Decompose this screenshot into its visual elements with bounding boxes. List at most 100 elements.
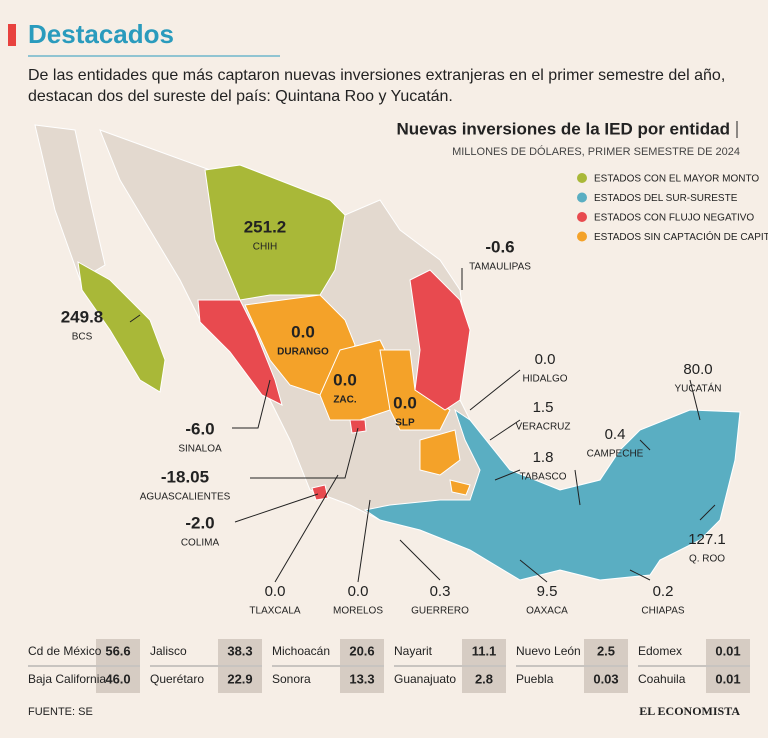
state-name: DURANGO <box>277 347 329 358</box>
table-value: 13.3 <box>349 671 374 686</box>
legend: ESTADOS CON EL MAYOR MONTO ESTADOS DEL SU… <box>577 173 768 243</box>
state-value: 0.0 <box>333 370 357 389</box>
region-sur-sureste <box>363 408 741 581</box>
value-box <box>462 667 506 693</box>
page-title: Destacados <box>28 19 174 49</box>
table-value: 2.5 <box>597 643 615 658</box>
table-state: Guanajuato <box>394 672 456 686</box>
table-state: Jalisco <box>150 644 187 658</box>
state-name: YUCATÁN <box>674 382 721 395</box>
source: FUENTE: SE <box>28 706 93 718</box>
state-value: 0.0 <box>265 583 286 600</box>
value-box <box>340 667 384 693</box>
state-value: 0.0 <box>291 322 315 341</box>
legend-swatch <box>577 212 587 222</box>
value-box <box>584 639 628 665</box>
region-morelos-tlaxcala <box>449 479 471 496</box>
state-value: -18.05 <box>161 467 209 486</box>
value-box <box>462 639 506 665</box>
value-box <box>96 639 140 665</box>
legend-label: ESTADOS CON FLUJO NEGATIVO <box>594 213 754 224</box>
legend-swatch <box>577 231 587 242</box>
table-value: 46.0 <box>105 671 130 686</box>
table-state: Puebla <box>516 672 554 686</box>
state-name: VERACRUZ <box>515 422 570 433</box>
state-value: 0.0 <box>393 393 417 412</box>
state-name: TAMAULIPAS <box>469 262 531 273</box>
table-state: Querétaro <box>150 672 204 686</box>
state-name: CAMPECHE <box>587 449 644 460</box>
state-value: -0.6 <box>485 237 514 256</box>
state-value: 127.1 <box>688 531 726 548</box>
state-value: 0.4 <box>605 426 626 443</box>
value-box <box>706 639 750 665</box>
table-value: 38.3 <box>227 643 252 658</box>
value-box <box>218 639 262 665</box>
state-name: ZAC. <box>333 395 357 406</box>
table-state: Coahuila <box>638 672 686 686</box>
legend-swatch <box>577 192 587 203</box>
map-title: Nuevas inversiones de la IED por entidad <box>397 119 731 138</box>
region-tamaulipas <box>409 269 471 411</box>
state-value: 9.5 <box>537 583 558 600</box>
table-value: 56.6 <box>105 643 130 658</box>
value-box <box>340 639 384 665</box>
region-center <box>419 429 461 476</box>
region-aguascalientes <box>349 419 367 434</box>
table-value: 0.03 <box>593 671 618 686</box>
map <box>34 124 741 583</box>
table-state: Nayarit <box>394 644 433 658</box>
state-name: TLAXCALA <box>249 606 300 617</box>
table-state: Sonora <box>272 672 311 686</box>
table-state: Edomex <box>638 644 682 658</box>
map-subtitle: MILLONES DE DÓLARES, PRIMER SEMESTRE DE … <box>452 145 740 158</box>
region-colima <box>311 484 329 501</box>
state-value: 80.0 <box>683 361 712 378</box>
region-chihuahua <box>204 164 346 301</box>
legend-label: ESTADOS DEL SUR-SURESTE <box>594 193 738 204</box>
state-name: HIDALGO <box>522 374 567 385</box>
state-name: Q. ROO <box>689 554 725 565</box>
title-accent <box>8 24 16 46</box>
table-state: Baja California <box>28 672 106 686</box>
legend-label: ESTADOS CON EL MAYOR MONTO <box>594 174 759 185</box>
brand: EL ECONOMISTA <box>639 704 740 718</box>
state-name: TABASCO <box>519 472 566 483</box>
state-name: GUERRERO <box>411 606 469 617</box>
state-name: OAXACA <box>526 606 568 617</box>
value-box <box>218 667 262 693</box>
table-state: Nuevo León <box>516 644 581 658</box>
value-box <box>96 667 140 693</box>
state-name: SINALOA <box>178 444 222 455</box>
state-name: SLP <box>395 418 415 429</box>
table-value: 11.1 <box>472 643 497 658</box>
state-value: 0.0 <box>348 583 369 600</box>
table-value: 20.6 <box>349 643 374 658</box>
state-value: -6.0 <box>185 419 214 438</box>
state-value: 1.5 <box>533 399 554 416</box>
region-zacatecas <box>319 339 401 421</box>
legend-label: ESTADOS SIN CAPTACIÓN DE CAPITAL <box>594 230 768 243</box>
table-value: 22.9 <box>227 671 252 686</box>
intro-line: destacan dos del sureste del país: Quint… <box>28 88 453 105</box>
state-value: 0.0 <box>535 351 556 368</box>
state-value: 249.8 <box>61 307 104 326</box>
intro-line: De las entidades que más captaron nuevas… <box>28 67 725 84</box>
table-value: 2.8 <box>475 671 493 686</box>
leader-lines <box>129 268 716 583</box>
table-value: 0.01 <box>715 643 740 658</box>
state-value: 0.2 <box>653 583 674 600</box>
baja-california <box>34 124 106 281</box>
value-box <box>706 667 750 693</box>
state-name: AGUASCALIENTES <box>140 492 231 503</box>
value-box <box>584 667 628 693</box>
legend-swatch <box>577 173 587 183</box>
state-value: -2.0 <box>185 513 214 532</box>
state-value: 251.2 <box>244 217 287 236</box>
table: Cd de México 56.6 Jalisco 38.3 Michoacán 20.6… <box>28 639 750 693</box>
state-name: CHIAPAS <box>641 606 684 617</box>
state-name: BCS <box>72 332 93 343</box>
table-state: Cd de México <box>28 644 102 658</box>
state-value: 0.3 <box>430 583 451 600</box>
